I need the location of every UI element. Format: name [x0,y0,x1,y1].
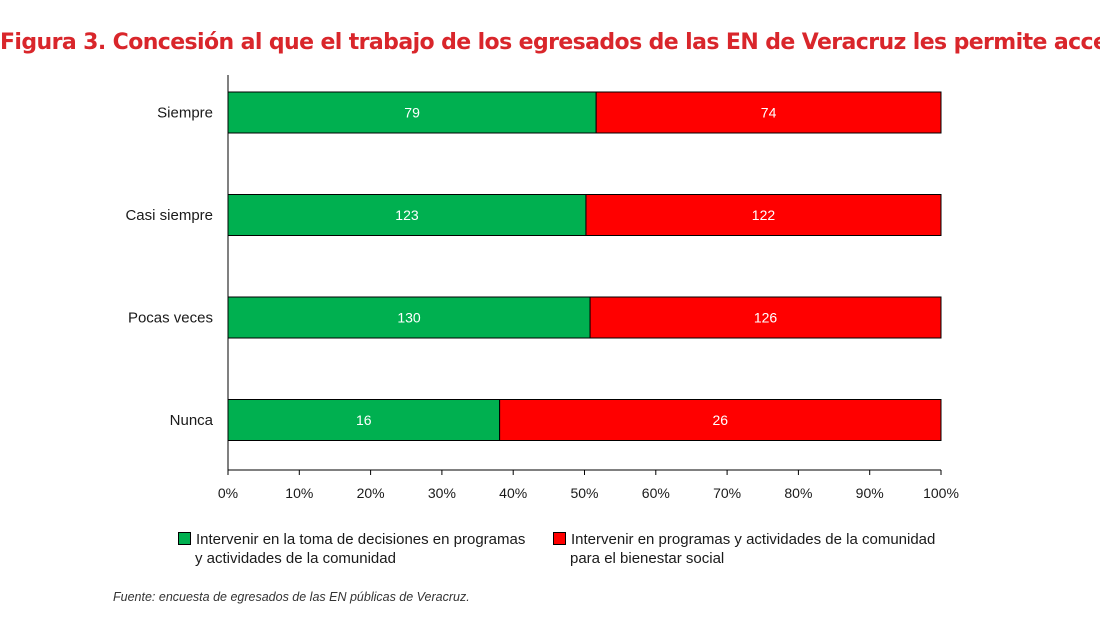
bar-segment-red [585,194,942,236]
x-tick-label: 0% [218,485,238,501]
bar-segment-green [227,296,591,339]
source-note: Fuente: encuesta de egresados de las EN … [113,590,470,604]
category-label: Siempre [157,105,213,122]
bar-value-label: 79 [404,105,420,121]
chart-title: Figura 3. Concesión al que el trabajo de… [0,30,1100,55]
x-tick-label: 70% [713,485,741,501]
legend-label-red-line2: para el bienestar social [570,550,725,567]
x-tick-label: 80% [784,485,812,501]
bar-value-label: 126 [754,310,778,326]
legend-swatch-green [178,532,191,545]
x-tick-label: 60% [642,485,670,501]
legend-label-red-line1: Intervenir en programas y actividades de… [571,531,936,548]
bar-segment-green [227,194,587,236]
x-tick-label: 40% [499,485,527,501]
legend-label-green-line2: y actividades de la comunidad [195,550,396,567]
x-tick-label: 90% [856,485,884,501]
bar-value-label: 26 [713,412,729,428]
legend-label-green-line1: Intervenir en la toma de decisiones en p… [196,531,526,548]
bar-segment-red [595,91,942,134]
bar-segment-red [589,296,942,339]
x-tick-label: 50% [570,485,598,501]
legend-swatch-red [553,532,566,545]
bar-value-label: 16 [356,412,372,428]
x-tick-label: 100% [923,485,959,501]
bar-value-label: 74 [761,105,777,121]
x-tick-label: 10% [285,485,313,501]
bar-segment-green [227,399,501,441]
bar-value-label: 130 [397,310,421,326]
bar-value-label: 123 [395,207,419,223]
category-label: Nunca [170,412,214,429]
legend-item-green: Intervenir en la toma de decisiones en p… [178,530,525,568]
category-label: Casi siempre [125,207,213,224]
x-tick-label: 20% [357,485,385,501]
category-label: Pocas veces [128,310,213,327]
legend-item-red: Intervenir en programas y actividades de… [553,530,935,568]
bar-value-label: 122 [752,207,776,223]
x-tick-label: 30% [428,485,456,501]
bar-segment-red [499,399,942,441]
